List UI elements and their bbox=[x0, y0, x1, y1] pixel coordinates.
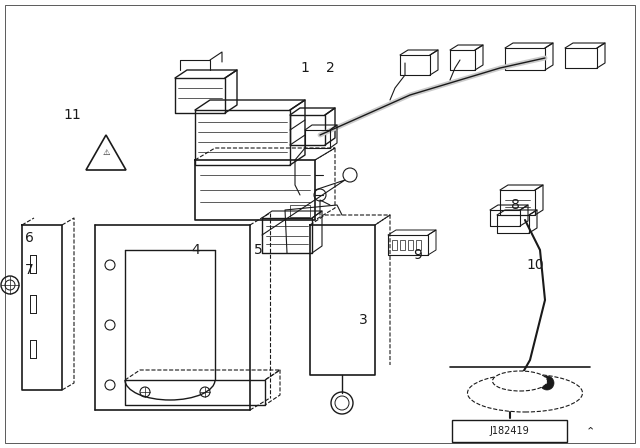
Text: 9: 9 bbox=[413, 248, 422, 262]
Text: 6: 6 bbox=[24, 231, 33, 245]
Ellipse shape bbox=[467, 374, 582, 412]
Text: 7: 7 bbox=[24, 263, 33, 277]
Text: ⌃: ⌃ bbox=[586, 426, 595, 436]
Text: 1: 1 bbox=[301, 61, 309, 75]
Bar bbox=[290, 205, 310, 217]
Text: 2: 2 bbox=[326, 61, 334, 75]
Bar bbox=[408, 240, 413, 250]
Ellipse shape bbox=[493, 371, 547, 391]
Text: J182419: J182419 bbox=[489, 426, 529, 436]
Bar bbox=[452, 420, 567, 442]
Text: 8: 8 bbox=[511, 198, 520, 212]
Text: ⚠: ⚠ bbox=[102, 147, 109, 156]
Polygon shape bbox=[86, 135, 126, 170]
Bar bbox=[392, 240, 397, 250]
Bar bbox=[400, 240, 405, 250]
Ellipse shape bbox=[540, 376, 554, 390]
Text: 4: 4 bbox=[191, 243, 200, 257]
Text: 11: 11 bbox=[63, 108, 81, 122]
Text: 10: 10 bbox=[526, 258, 544, 272]
Bar bbox=[416, 240, 421, 250]
Text: 3: 3 bbox=[358, 313, 367, 327]
Text: 5: 5 bbox=[253, 243, 262, 257]
